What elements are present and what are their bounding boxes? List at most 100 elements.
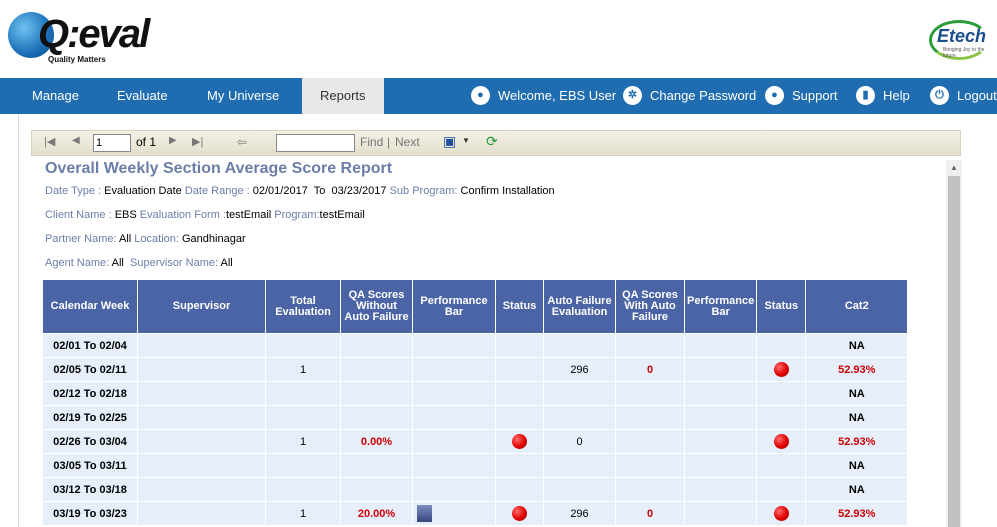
table-row: 03/19 To 03/23 1 20.00% 296 0 52.93% [42, 501, 909, 526]
cell-cat2: NA [805, 381, 909, 406]
last-page-icon[interactable]: ▶| [192, 136, 204, 148]
nav-change-password[interactable]: ✲ Change Password [623, 78, 756, 114]
nav-my-universe[interactable]: My Universe [207, 88, 280, 103]
cell-qa-with-auto-failure [615, 381, 685, 406]
cell-status-2 [756, 477, 807, 502]
cell-cat2: NA [805, 333, 909, 358]
cell-status-1 [495, 501, 544, 526]
nav-support[interactable]: ● Support [765, 78, 838, 114]
sub-program-label: Sub Program: [389, 185, 458, 197]
power-icon: ⏻ [930, 86, 949, 106]
first-page-icon[interactable]: |◀ [44, 136, 56, 148]
cell-performance-bar-2 [683, 477, 758, 502]
nav-evaluate[interactable]: Evaluate [117, 88, 168, 103]
cell-total-evaluation: 1 [265, 429, 341, 454]
agent-value: All [111, 257, 124, 269]
cell-performance-bar-1 [412, 501, 496, 526]
cell-total-evaluation [265, 405, 341, 430]
status-red-dot-icon [773, 362, 789, 377]
cell-supervisor [137, 501, 266, 526]
col-status-1: Status [495, 279, 544, 334]
scroll-up-icon[interactable]: ▲ [950, 163, 958, 172]
col-qa-with-auto-failure: QA Scores With Auto Failure [615, 279, 685, 334]
cell-performance-bar-2 [683, 501, 758, 526]
find-input[interactable] [276, 134, 355, 152]
book-icon: ▮ [856, 86, 875, 106]
cell-cat2: 52.93% [805, 357, 909, 382]
qeval-logo[interactable]: Q:eval Quality Matters [8, 8, 150, 66]
cell-qa-with-auto-failure [615, 333, 685, 358]
cell-qa-with-auto-failure [615, 477, 685, 502]
find-separator: | [387, 135, 391, 149]
cell-performance-bar-1 [412, 477, 496, 502]
col-performance-bar-2: Performance Bar [683, 279, 758, 334]
cell-auto-failure-evaluation [543, 333, 616, 358]
cell-qa-without-auto-failure [340, 381, 413, 406]
col-total-evaluation: Total Evaluation [265, 279, 341, 334]
date-range-value: 02/01/2017 To 03/23/2017 [252, 185, 387, 197]
qeval-globe-icon [8, 12, 54, 58]
find-link[interactable]: Find [360, 135, 384, 149]
scroll-thumb[interactable] [948, 176, 960, 527]
cell-cat2: 52.93% [805, 501, 909, 526]
cell-qa-without-auto-failure [340, 357, 413, 382]
etech-ring-icon [929, 20, 989, 60]
cell-qa-with-auto-failure: 0 [615, 357, 685, 382]
cell-auto-failure-evaluation [543, 453, 616, 478]
nav-logout[interactable]: ⏻ Logout [930, 78, 997, 114]
nav-manage[interactable]: Manage [32, 88, 79, 103]
cell-supervisor [137, 333, 266, 358]
date-type-value: Evaluation Date [104, 185, 182, 197]
back-icon[interactable]: ⇦ [237, 135, 248, 149]
cell-status-1 [495, 333, 544, 358]
cell-supervisor [137, 429, 266, 454]
etech-logo: Etech Bringing Joy to the future [929, 20, 989, 60]
nav-welcome[interactable]: ● Welcome, EBS User [471, 78, 616, 114]
nav-reports[interactable]: Reports [302, 78, 384, 114]
export-icon[interactable]: ▣ [443, 133, 457, 149]
sub-program-value: Confirm Installation [460, 185, 555, 197]
table-row: 03/05 To 03/11 NA [42, 453, 909, 478]
next-page-icon[interactable]: ▶ [169, 135, 177, 146]
table-row: 02/05 To 02/11 1 296 0 52.93% [42, 357, 909, 382]
cell-qa-without-auto-failure [340, 477, 413, 502]
table-header-row: Calendar Week Supervisor Total Evaluatio… [42, 279, 909, 334]
report-title: Overall Weekly Section Average Score Rep… [45, 160, 393, 177]
page-number-input[interactable] [93, 134, 131, 152]
cell-status-1 [495, 381, 544, 406]
location-label: Location: [134, 233, 179, 245]
col-calendar-week: Calendar Week [42, 279, 138, 334]
nav-welcome-label: Welcome, EBS User [498, 88, 617, 103]
nav-help[interactable]: ▮ Help [856, 78, 910, 114]
cell-status-1 [495, 405, 544, 430]
nav-support-label: Support [792, 88, 838, 103]
cell-qa-with-auto-failure [615, 453, 685, 478]
cell-performance-bar-1 [412, 405, 496, 430]
form-label: Evaluation Form : [139, 209, 226, 221]
cell-qa-without-auto-failure [340, 453, 413, 478]
prev-page-icon[interactable]: ◀ [72, 135, 80, 146]
cell-status-2 [756, 357, 807, 382]
cell-qa-with-auto-failure [615, 405, 685, 430]
export-dropdown-icon[interactable]: ▼ [462, 136, 470, 145]
report-toolbar: |◀ ◀ of 1 ▶ ▶| ⇦ Find | Next ▣ ▼ ⟳ [31, 130, 961, 156]
performance-bar [417, 505, 432, 522]
refresh-icon[interactable]: ⟳ [486, 133, 498, 149]
partner-value: All [118, 233, 132, 245]
cell-auto-failure-evaluation [543, 477, 616, 502]
cell-status-1 [495, 453, 544, 478]
page-of-label: of 1 [136, 135, 157, 149]
cell-cat2: NA [805, 453, 909, 478]
vertical-scrollbar[interactable]: ▲ [946, 160, 962, 527]
cell-performance-bar-2 [683, 405, 758, 430]
col-qa-without-auto-failure: QA Scores Without Auto Failure [340, 279, 413, 334]
agent-label: Agent Name: [45, 257, 110, 269]
cell-supervisor [137, 405, 266, 430]
supervisor-value: All [220, 257, 233, 269]
next-link[interactable]: Next [395, 135, 420, 149]
cell-total-evaluation [265, 477, 341, 502]
cell-supervisor [137, 453, 266, 478]
cell-cat2: NA [805, 477, 909, 502]
logo-text: Q:eval [38, 12, 150, 56]
col-auto-failure-evaluation: Auto Failure Evaluation [543, 279, 616, 334]
